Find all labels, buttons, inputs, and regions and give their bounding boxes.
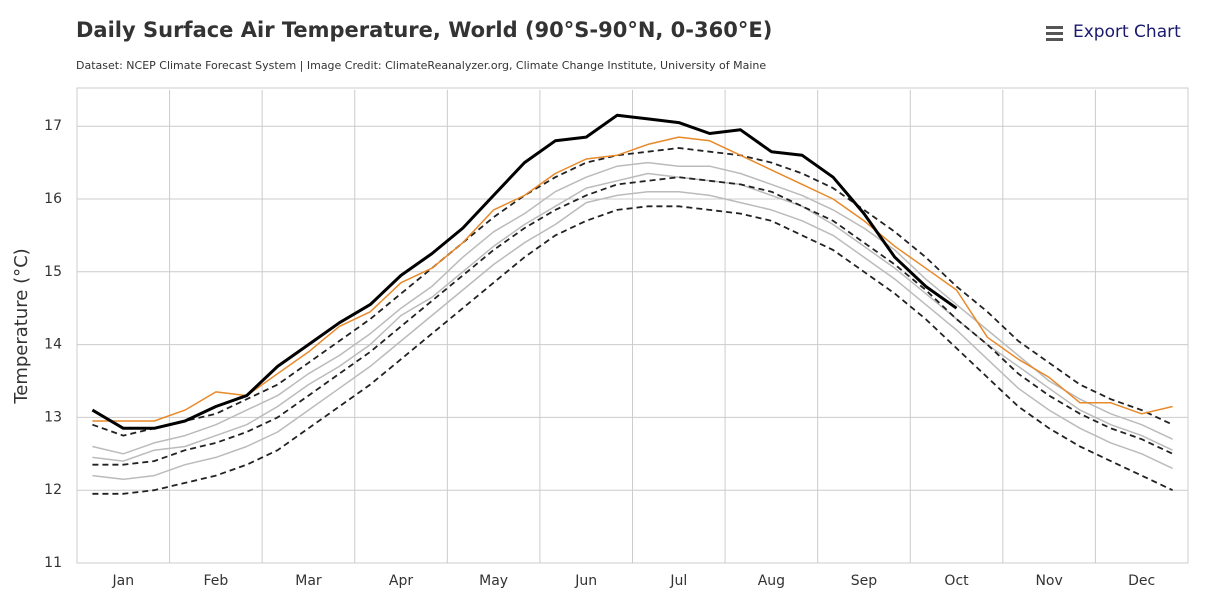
menu-icon <box>1046 26 1063 29</box>
x-tick-label: May <box>479 573 508 589</box>
x-tick-label: Dec <box>1128 573 1155 589</box>
y-axis-label: Temperature (°C) <box>11 248 32 404</box>
x-tick-label: Sep <box>851 573 878 589</box>
series-line <box>92 147 1173 437</box>
x-tick-label: Jan <box>111 573 134 589</box>
export-label[interactable]: Export Chart <box>1073 22 1181 42</box>
y-tick-label: 15 <box>44 264 62 280</box>
y-tick-label: 11 <box>44 555 62 571</box>
x-tick-label: Apr <box>389 573 413 589</box>
x-tick-label: Aug <box>758 573 785 589</box>
y-tick-label: 13 <box>44 409 62 425</box>
menu-icon <box>1046 32 1063 35</box>
x-tick-label: Nov <box>1035 573 1062 589</box>
x-tick-label: Mar <box>295 573 322 589</box>
series-line <box>91 113 958 430</box>
series-line <box>92 176 1173 466</box>
series-line <box>92 136 1173 422</box>
y-tick-label: 17 <box>44 118 62 134</box>
menu-icon <box>1046 38 1063 41</box>
x-tick-label: Jun <box>574 573 597 589</box>
x-tick-label: Feb <box>203 573 228 589</box>
chart-subtitle: Dataset: NCEP Climate Forecast System | … <box>76 59 766 72</box>
chart-title: Daily Surface Air Temperature, World (90… <box>76 18 772 42</box>
y-tick-label: 12 <box>44 482 62 498</box>
series-line <box>92 161 1173 455</box>
export-button[interactable]: Export Chart <box>1046 22 1181 42</box>
x-tick-label: Jul <box>669 573 687 589</box>
series-line <box>92 205 1173 495</box>
y-tick-label: 14 <box>44 337 62 353</box>
x-tick-label: Oct <box>944 573 969 589</box>
series-line <box>92 190 1173 481</box>
y-tick-label: 16 <box>44 191 62 207</box>
